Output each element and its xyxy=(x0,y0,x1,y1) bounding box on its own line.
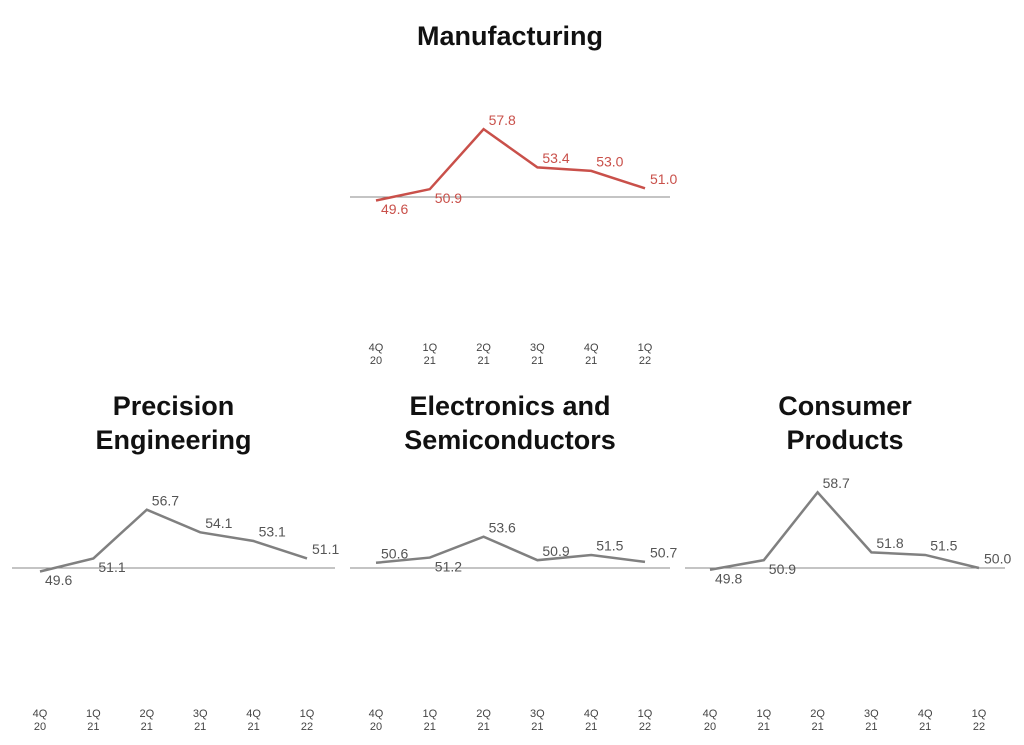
x-tick-label: 4Q xyxy=(246,708,261,720)
value-label: 49.6 xyxy=(45,572,72,588)
value-label: 50.6 xyxy=(381,545,408,561)
x-tick-label: 21 xyxy=(585,721,597,733)
x-tick-label: 21 xyxy=(919,721,931,733)
x-tick-label: 4Q xyxy=(918,708,933,720)
chart-title: Engineering xyxy=(95,425,251,455)
value-label: 51.0 xyxy=(650,171,677,187)
x-tick-label: 21 xyxy=(585,355,597,367)
value-label: 57.8 xyxy=(489,112,516,128)
x-tick-label: 4Q xyxy=(584,708,599,720)
chart-title: Manufacturing xyxy=(417,21,603,51)
x-tick-label: 21 xyxy=(424,355,436,367)
x-tick-label: 21 xyxy=(87,721,99,733)
x-tick-label: 1Q xyxy=(422,342,437,354)
x-tick-label: 3Q xyxy=(530,708,545,720)
value-label: 53.4 xyxy=(542,150,569,166)
x-tick-label: 20 xyxy=(34,721,46,733)
x-tick-label: 4Q xyxy=(33,708,48,720)
x-tick-label: 2Q xyxy=(810,708,825,720)
value-label: 50.9 xyxy=(435,190,462,206)
value-label: 53.1 xyxy=(259,524,286,540)
value-label: 50.9 xyxy=(542,543,569,559)
x-tick-label: 4Q xyxy=(584,342,599,354)
chart-title: Precision xyxy=(113,391,235,421)
x-tick-label: 20 xyxy=(704,721,716,733)
x-tick-label: 1Q xyxy=(638,342,653,354)
chart-title: Electronics and xyxy=(409,391,610,421)
value-label: 54.1 xyxy=(205,515,232,531)
x-tick-label: 21 xyxy=(477,721,489,733)
x-tick-label: 3Q xyxy=(864,708,879,720)
x-tick-label: 1Q xyxy=(972,708,987,720)
value-label: 50.0 xyxy=(984,551,1011,567)
x-tick-label: 4Q xyxy=(703,708,718,720)
value-label: 51.1 xyxy=(312,541,339,557)
x-tick-label: 21 xyxy=(865,721,877,733)
value-label: 56.7 xyxy=(152,492,179,508)
x-tick-label: 21 xyxy=(194,721,206,733)
chart-title: Products xyxy=(786,425,903,455)
x-tick-label: 21 xyxy=(477,355,489,367)
value-label: 53.0 xyxy=(596,154,623,170)
x-tick-label: 2Q xyxy=(476,342,491,354)
value-label: 53.6 xyxy=(489,519,516,535)
value-label: 51.8 xyxy=(876,535,903,551)
x-tick-label: 3Q xyxy=(530,342,545,354)
x-tick-label: 21 xyxy=(141,721,153,733)
value-label: 49.8 xyxy=(715,570,742,586)
x-tick-label: 22 xyxy=(639,355,651,367)
x-tick-label: 2Q xyxy=(476,708,491,720)
x-tick-label: 1Q xyxy=(86,708,101,720)
value-label: 51.5 xyxy=(930,538,957,554)
x-tick-label: 21 xyxy=(424,721,436,733)
x-tick-label: 21 xyxy=(758,721,770,733)
chart-title: Consumer xyxy=(778,391,912,421)
x-tick-label: 20 xyxy=(370,721,382,733)
line xyxy=(375,127,646,202)
x-tick-label: 1Q xyxy=(638,708,653,720)
x-tick-label: 4Q xyxy=(369,708,384,720)
value-label: 50.7 xyxy=(650,545,677,561)
x-tick-label: 22 xyxy=(973,721,985,733)
x-tick-label: 1Q xyxy=(422,708,437,720)
x-tick-label: 1Q xyxy=(300,708,315,720)
x-tick-label: 22 xyxy=(639,721,651,733)
value-label: 58.7 xyxy=(823,475,850,491)
value-label: 51.1 xyxy=(98,559,125,575)
line xyxy=(709,490,980,571)
chart-title: Semiconductors xyxy=(404,425,616,455)
x-tick-label: 21 xyxy=(531,355,543,367)
x-tick-label: 21 xyxy=(247,721,259,733)
line xyxy=(39,508,308,573)
x-tick-label: 22 xyxy=(301,721,313,733)
x-tick-label: 1Q xyxy=(756,708,771,720)
value-label: 50.9 xyxy=(769,561,796,577)
x-tick-label: 20 xyxy=(370,355,382,367)
value-label: 51.5 xyxy=(596,538,623,554)
value-label: 49.6 xyxy=(381,201,408,217)
x-tick-label: 3Q xyxy=(193,708,208,720)
x-tick-label: 21 xyxy=(531,721,543,733)
value-label: 51.2 xyxy=(435,558,462,574)
x-tick-label: 21 xyxy=(811,721,823,733)
x-tick-label: 2Q xyxy=(139,708,154,720)
x-tick-label: 4Q xyxy=(369,342,384,354)
line xyxy=(375,535,646,565)
